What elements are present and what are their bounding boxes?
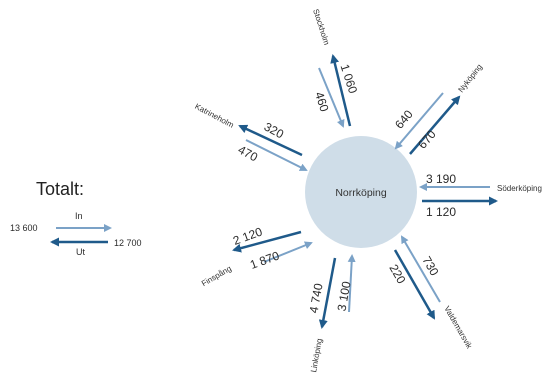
outflow-arrow-finsp-ng	[232, 230, 302, 253]
outflow-arrow-stockholm	[330, 54, 352, 127]
inflow-arrow-nyk-ping	[394, 92, 444, 150]
norrkoping-circle	[305, 136, 417, 248]
legend: Totalt: 13 600 In 12 700 Ut	[10, 179, 142, 257]
legend-out-label: Ut	[76, 247, 85, 257]
outflow-arrow-nyk-ping	[409, 95, 461, 155]
outflow-value-s-derk-ping: 1 120	[426, 205, 456, 219]
inflow-value-s-derk-ping: 3 190	[426, 172, 456, 186]
outflow-value-link-ping: 4 740	[307, 282, 326, 314]
legend-title: Totalt:	[36, 179, 84, 199]
city-label-nyk-ping: Nyköping	[456, 62, 484, 94]
city-label-stockholm: Stockholm	[311, 8, 331, 47]
city-label-link-ping: Linköping	[309, 338, 324, 373]
city-label-valdemarsvik: Valdemarsvik	[442, 305, 474, 351]
outflow-arrow-link-ping	[318, 257, 337, 329]
inflow-arrow-stockholm	[318, 67, 345, 128]
legend-out-total: 12 700	[114, 238, 142, 248]
inflow-arrow-katrineholm	[245, 139, 308, 171]
inflow-arrow-finsp-ng	[263, 241, 313, 263]
center-label: Norrköping	[335, 187, 387, 199]
outflow-arrow-katrineholm	[238, 124, 303, 157]
inflow-value-stockholm: 460	[312, 90, 332, 114]
outflow-value-nyk-ping: 670	[415, 127, 439, 152]
outflow-arrow-valdemarsvik	[393, 249, 436, 320]
center-node: Norrköping	[305, 136, 417, 248]
outflow-value-valdemarsvik: 220	[386, 262, 408, 287]
city-label-katrineholm: Katrineholm	[193, 102, 235, 130]
inflow-arrow-link-ping	[347, 254, 356, 313]
city-label-finsp-ng: Finspång	[200, 264, 233, 288]
inflow-value-link-ping: 3 100	[335, 280, 354, 312]
inflow-arrow-valdemarsvik	[400, 235, 441, 303]
inflow-value-valdemarsvik: 730	[419, 254, 441, 279]
inflow-value-finsp-ng: 1 870	[248, 248, 281, 272]
legend-in-label: In	[75, 211, 83, 221]
legend-in-total: 13 600	[10, 223, 38, 233]
city-label-s-derk-ping: Söderköping	[497, 184, 542, 193]
